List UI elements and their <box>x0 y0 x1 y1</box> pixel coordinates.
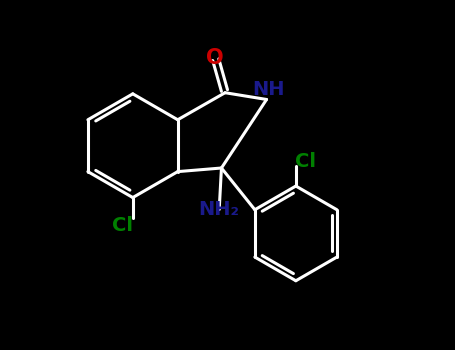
Text: NH: NH <box>253 80 285 99</box>
Text: Cl: Cl <box>295 152 316 171</box>
Text: NH₂: NH₂ <box>199 200 240 219</box>
Text: O: O <box>206 48 224 68</box>
Text: Cl: Cl <box>112 216 133 236</box>
